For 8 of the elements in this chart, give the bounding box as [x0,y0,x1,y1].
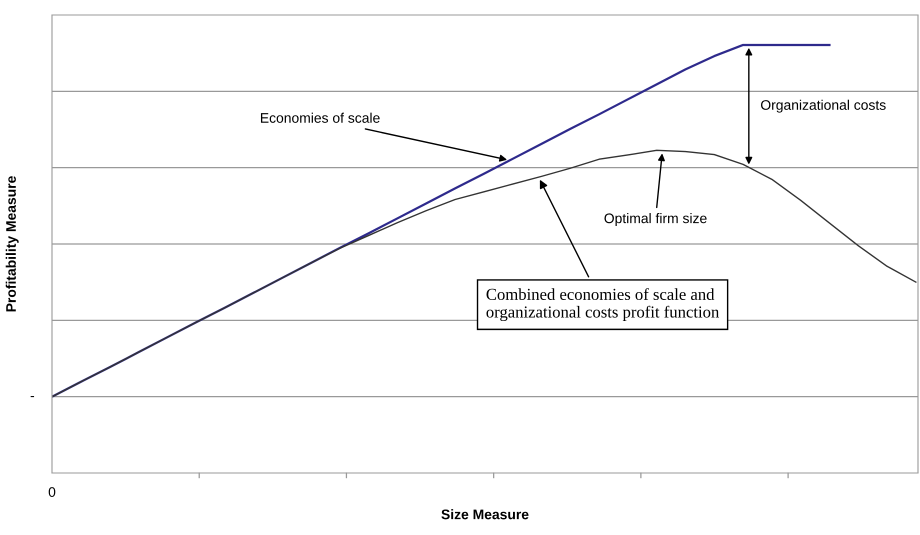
text: 0 [48,487,56,497]
annotation: Combined economies of scale and organizational costs profit function [486,288,720,322]
annotation: Organizational costs [761,100,886,113]
x-axis-title: Size Measure [441,509,529,520]
y-axis-title: Profitability Measure [6,176,19,312]
text: - [30,396,34,398]
annotation: Optimal firm size [604,213,707,226]
annotation: Economies of scale [260,112,380,123]
